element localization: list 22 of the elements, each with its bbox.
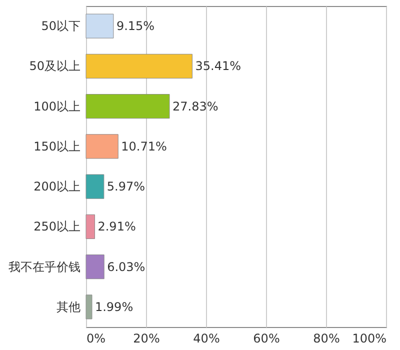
x-tick-label: 100% (352, 332, 386, 346)
data-label: 2.91% (98, 220, 136, 234)
data-label: 10.71% (121, 139, 167, 154)
data-label: 9.15% (116, 19, 155, 34)
x-tick-label: 60% (253, 332, 280, 346)
y-tick-label: 我不在乎价钱 (8, 260, 80, 274)
data-label: 35.41% (195, 59, 241, 74)
y-tick-label: 50以下 (41, 19, 80, 34)
data-label: 5.97% (106, 180, 146, 194)
x-tick-label: 80% (313, 332, 340, 346)
x-tick-label: 0% (86, 332, 106, 346)
data-label: 1.99% (94, 300, 134, 314)
y-tick-label: 250以上 (34, 220, 80, 234)
x-tick-label: 20% (133, 332, 160, 346)
y-tick-label: 150以上 (34, 139, 80, 154)
y-tick-label: 200以上 (34, 180, 80, 194)
data-label: 6.03% (107, 260, 146, 274)
x-tick-label: 40% (193, 332, 220, 346)
y-tick-label: 50及以上 (29, 59, 80, 74)
data-label: 27.83% (172, 99, 218, 114)
y-tick-label: 其他 (56, 300, 80, 314)
y-tick-label: 100以上 (34, 99, 80, 114)
